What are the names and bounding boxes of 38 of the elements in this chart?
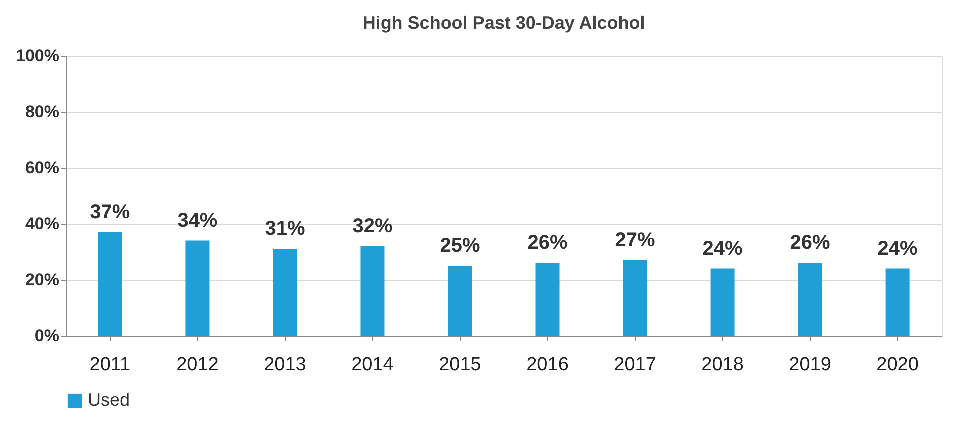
x-tick-label: 2015: [439, 354, 482, 376]
data-label: 25%: [440, 235, 480, 257]
x-tick-label: 2019: [789, 354, 832, 376]
x-tick-label: 2011: [90, 354, 131, 376]
bar: [710, 268, 735, 336]
data-label: 26%: [528, 232, 568, 254]
x-tick-label: 2012: [176, 354, 219, 376]
data-label: 32%: [352, 215, 393, 238]
y-tick-label: 100%: [16, 46, 60, 66]
data-label: 37%: [90, 201, 130, 224]
x-tick-label: 2020: [876, 354, 919, 376]
bar: [273, 249, 298, 336]
y-tick-label: 0%: [34, 326, 60, 346]
chart-title: High School Past 30-Day Alcohol: [362, 13, 646, 33]
y-tick-label: 80%: [25, 102, 60, 122]
data-label: 31%: [265, 218, 306, 240]
bar: [886, 268, 910, 336]
data-label: 24%: [878, 238, 918, 260]
bar: [98, 232, 122, 336]
bar: [186, 240, 210, 336]
bar: [798, 263, 822, 336]
x-tick-label: 2017: [614, 354, 656, 376]
x-tick-label: 2014: [352, 354, 394, 376]
y-tick-label: 20%: [25, 270, 60, 290]
x-tick-label: 2018: [702, 354, 744, 376]
y-tick-label: 60%: [25, 158, 60, 178]
bar: [448, 266, 472, 336]
legend-label: Used: [88, 390, 130, 410]
bar: [536, 263, 560, 336]
data-label: 34%: [178, 210, 218, 232]
data-label: 24%: [702, 238, 744, 260]
data-label: 26%: [790, 232, 831, 254]
data-label: 27%: [615, 229, 656, 252]
bar: [360, 246, 385, 336]
x-tick-label: 2013: [264, 354, 306, 376]
bar: [623, 260, 648, 336]
y-tick-label: 40%: [25, 214, 60, 234]
x-tick-label: 2016: [526, 354, 569, 376]
